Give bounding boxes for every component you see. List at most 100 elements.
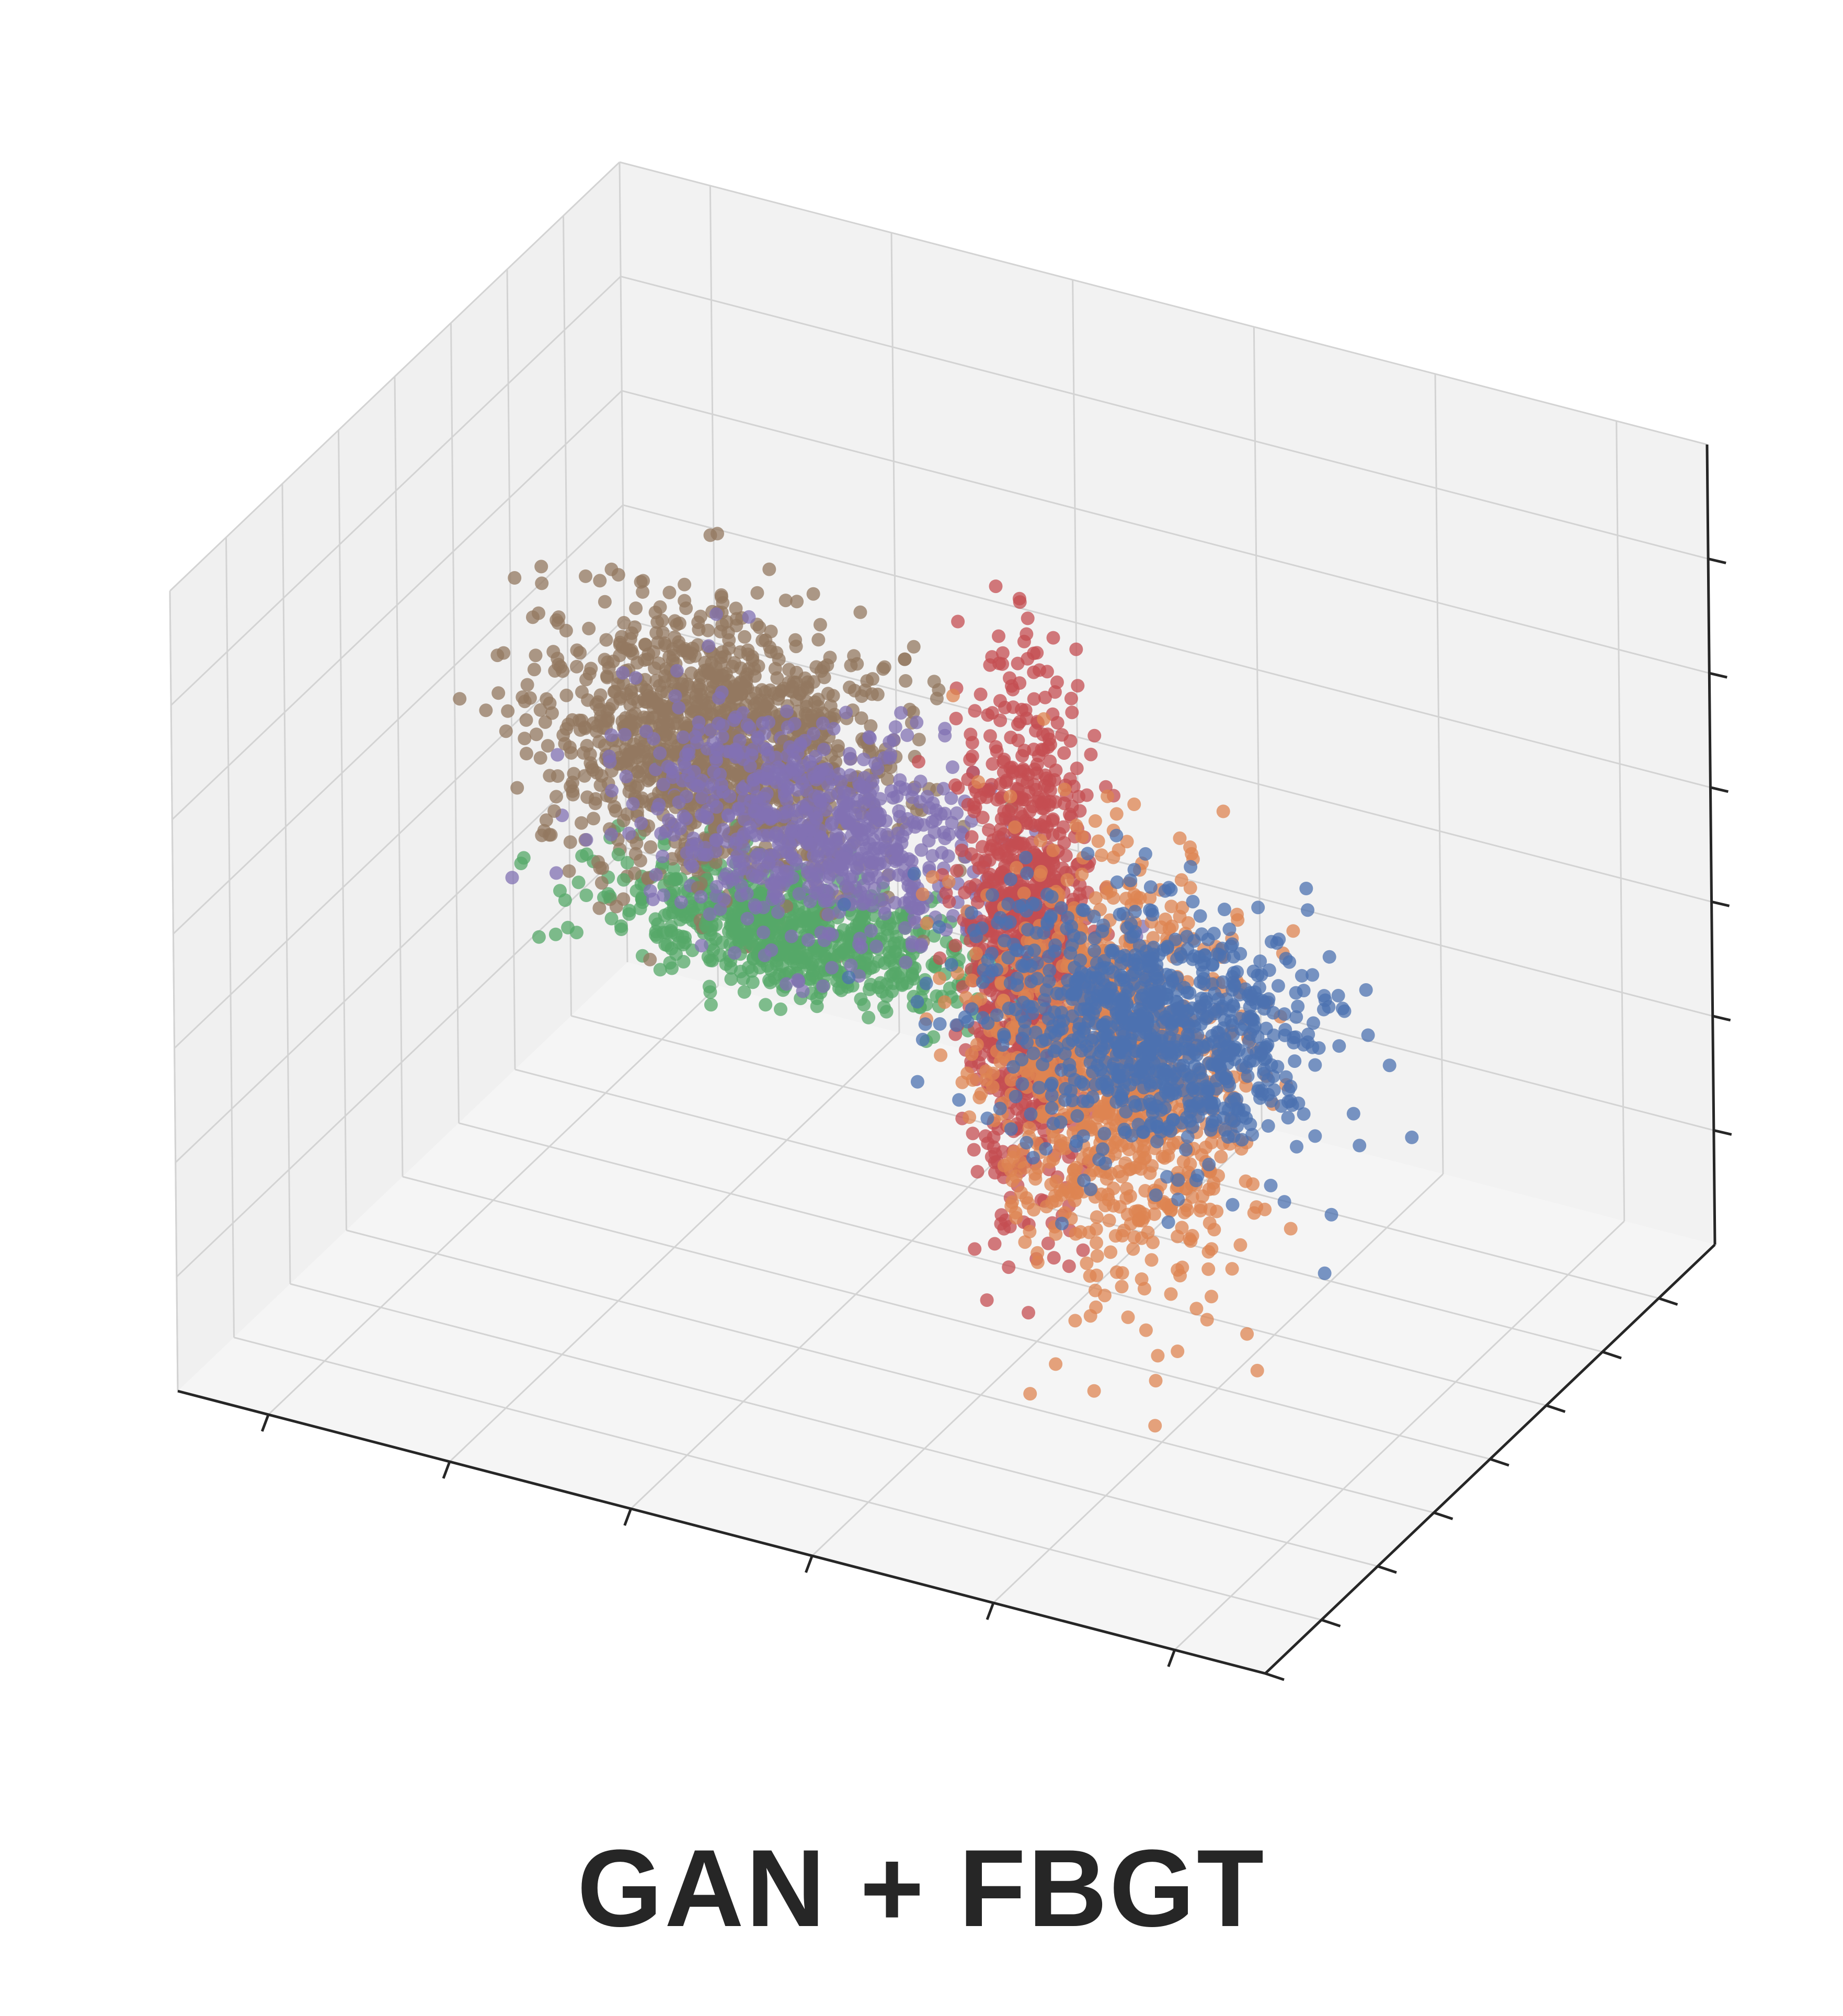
data-point-series-2 (1006, 766, 1020, 780)
data-point-series-1 (1247, 1206, 1261, 1220)
data-point-series-1 (1207, 1223, 1221, 1237)
data-point-series-5 (626, 692, 640, 706)
data-point-series-3 (825, 961, 839, 975)
data-point-series-5 (907, 640, 921, 654)
grid-line-z-left (175, 733, 626, 1163)
data-point-series-1 (1137, 1207, 1151, 1221)
data-point-series-1 (1233, 1238, 1247, 1252)
data-point-series-3 (681, 769, 695, 783)
data-point-series-4 (704, 998, 718, 1012)
data-point-series-1 (946, 689, 960, 702)
data-point-series-0 (1039, 1142, 1053, 1156)
data-point-series-2 (955, 844, 969, 858)
data-point-series-3 (604, 728, 619, 742)
data-point-series-3 (551, 748, 565, 762)
x-axis-line (177, 1389, 1266, 1675)
data-point-series-5 (596, 861, 609, 875)
data-point-series-3 (722, 809, 736, 823)
data-point-series-2 (1065, 705, 1079, 720)
data-point-series-1 (969, 947, 983, 961)
data-point-series-3 (604, 827, 618, 841)
data-point-series-5 (741, 647, 755, 662)
data-point-series-5 (739, 674, 753, 688)
data-point-series-5 (639, 683, 653, 697)
data-point-series-2 (949, 712, 963, 725)
grid-line-y-left (506, 269, 516, 1070)
data-point-series-5 (581, 693, 595, 707)
data-point-series-3 (799, 836, 814, 850)
data-point-series-1 (1009, 1211, 1023, 1225)
data-point-series-1 (1049, 1357, 1063, 1371)
data-point-series-1 (925, 870, 940, 884)
data-point-series-1 (1090, 1236, 1103, 1250)
data-point-series-5 (899, 674, 913, 688)
data-point-series-3 (622, 826, 636, 840)
data-point-series-3 (773, 761, 787, 776)
data-point-series-5 (817, 660, 830, 675)
data-point-series-4 (649, 928, 662, 942)
data-point-series-4 (926, 1030, 941, 1044)
data-point-series-3 (950, 806, 964, 820)
data-point-series-2 (994, 1208, 1009, 1222)
data-point-series-1 (1176, 1154, 1190, 1168)
data-point-series-1 (1250, 1363, 1264, 1377)
data-point-series-3 (628, 671, 643, 685)
data-point-series-5 (562, 864, 576, 878)
data-point-series-3 (821, 908, 835, 922)
data-point-series-3 (817, 743, 831, 757)
data-point-series-2 (1071, 679, 1085, 693)
data-point-series-3 (816, 716, 830, 731)
pane-edge (619, 161, 1708, 446)
data-point-series-3 (761, 856, 775, 870)
data-point-series-2 (978, 1129, 992, 1143)
data-point-series-5 (518, 732, 532, 746)
data-point-series-0 (919, 976, 933, 990)
data-point-series-3 (673, 822, 687, 836)
data-point-series-1 (920, 916, 934, 930)
data-point-series-3 (750, 790, 764, 804)
data-point-series-4 (700, 920, 714, 935)
data-point-series-3 (916, 900, 930, 914)
grid-lines (169, 161, 1716, 1675)
data-point-series-3 (743, 759, 757, 773)
data-point-series-3 (925, 849, 940, 863)
data-point-series-2 (973, 791, 987, 805)
data-point-series-4 (746, 975, 760, 989)
data-point-series-5 (653, 600, 667, 614)
data-point-series-3 (888, 720, 902, 734)
data-point-series-2 (1048, 795, 1062, 809)
data-point-series-5 (544, 828, 558, 842)
data-point-series-5 (625, 647, 639, 660)
data-point-series-5 (658, 636, 672, 650)
data-point-series-2 (968, 704, 982, 718)
grid-line-y-floor (346, 1229, 1434, 1513)
data-point-series-0 (1064, 919, 1079, 933)
data-point-series-5 (912, 733, 926, 747)
data-point-series-5 (644, 840, 658, 854)
data-point-series-1 (1090, 1210, 1104, 1224)
data-point-series-1 (1069, 818, 1083, 833)
data-point-series-3 (869, 939, 884, 953)
data-point-series-5 (702, 666, 716, 680)
data-point-series-5 (547, 804, 562, 818)
data-point-series-3 (709, 607, 723, 621)
data-point-series-1 (1115, 1280, 1129, 1294)
data-point-series-5 (806, 587, 820, 601)
data-point-series-1 (1101, 789, 1115, 803)
data-point-series-3 (800, 865, 815, 880)
data-point-series-5 (880, 772, 895, 786)
data-point-series-1 (1088, 814, 1102, 828)
data-point-series-1 (1104, 1245, 1118, 1259)
y-axis-tick (1546, 1404, 1566, 1413)
data-point-series-4 (729, 926, 742, 940)
pane-edge (169, 161, 621, 592)
data-point-series-1 (1240, 1327, 1254, 1341)
data-point-series-1 (1199, 1141, 1213, 1154)
data-point-series-2 (1046, 631, 1060, 645)
data-point-series-5 (729, 619, 743, 633)
data-point-series-2 (1062, 1259, 1076, 1273)
data-point-series-3 (666, 765, 680, 779)
data-point-series-2 (1013, 595, 1027, 609)
data-point-series-5 (647, 645, 660, 659)
data-point-series-5 (592, 901, 606, 915)
